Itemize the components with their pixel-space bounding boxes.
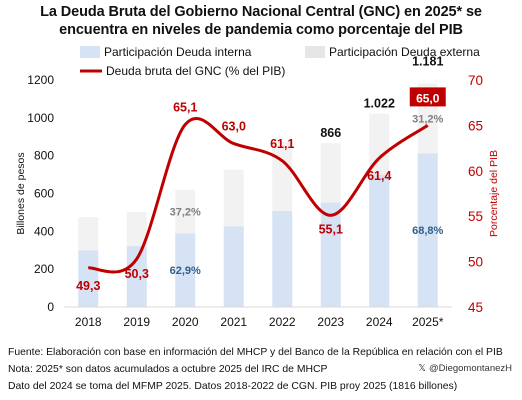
total-label: 1.022 (364, 97, 395, 111)
bar-interna (369, 174, 390, 307)
source-note: Fuente: Elaboración con base en informac… (8, 347, 503, 358)
right-axis-tick-label: 70 (468, 73, 483, 88)
share-label-interna: 68,8% (412, 225, 443, 237)
bar-interna (175, 233, 196, 307)
author-handle-text: @DiegomontanezH (428, 363, 512, 374)
legend-swatch-interna (80, 46, 100, 58)
legend-label-line: Deuda bruta del GNC (% del PIB) (106, 64, 285, 78)
bar-interna (223, 226, 244, 307)
data-note: Dato del 2024 se toma del MFMP 2025. Dat… (8, 381, 458, 392)
bar-interna (417, 153, 438, 307)
author-handle: 𝕏 @DiegomontanezH (418, 363, 512, 374)
line-data-label: 61,4 (367, 169, 391, 183)
line-data-label: 65,1 (173, 100, 197, 114)
bar-externa (320, 143, 341, 203)
bar-externa (78, 217, 99, 251)
x-axis-tick-label: 2021 (220, 315, 247, 329)
x-axis-tick-label: 2020 (172, 315, 199, 329)
left-axis-label: Billones de pesos (15, 152, 27, 234)
x-axis-tick-label: 2018 (75, 315, 102, 329)
x-axis-tick-label: 2019 (123, 315, 150, 329)
x-axis-tick-label: 2022 (269, 315, 296, 329)
x-axis-tick-label: 2025* (412, 315, 444, 329)
bar-interna (320, 202, 341, 307)
line-data-label: 65,0 (416, 91, 440, 105)
left-axis-tick-label: 0 (47, 300, 54, 314)
x-axis-tick-label: 2024 (366, 315, 393, 329)
right-axis-tick-label: 50 (468, 255, 483, 270)
right-axis-label: Porcentaje del PIB (488, 150, 500, 237)
total-label: 1.181 (412, 55, 443, 69)
chart-title-line-1: La Deuda Bruta del Gobierno Nacional Cen… (40, 4, 482, 20)
share-label-externa: 37,2% (170, 206, 201, 218)
left-axis-tick-label: 200 (34, 262, 54, 276)
line-data-label: 61,1 (270, 137, 294, 151)
bar-interna (272, 210, 293, 307)
x-axis-tick-label: 2023 (317, 315, 344, 329)
share-label-externa: 31,2% (412, 113, 443, 125)
total-label: 866 (320, 126, 341, 140)
line-data-label: 55,1 (319, 222, 343, 236)
left-axis-tick-label: 1200 (27, 73, 54, 87)
left-axis-tick-label: 1000 (27, 111, 54, 125)
x-logo-icon: 𝕏 (418, 363, 426, 374)
line-data-label: 50,3 (125, 267, 149, 281)
right-axis-tick-label: 55 (468, 209, 483, 224)
legend-label-externa: Participación Deuda externa (329, 45, 480, 59)
bar-externa (175, 189, 196, 234)
right-axis-tick-label: 60 (468, 164, 483, 179)
bar-externa (126, 212, 147, 247)
bar-interna (126, 246, 147, 307)
legend-label-interna: Participación Deuda interna (104, 45, 252, 59)
share-label-interna: 62,9% (170, 265, 201, 277)
right-axis-tick-label: 45 (468, 300, 483, 315)
period-note: Nota: 2025* son datos acumulados a octub… (8, 364, 328, 375)
line-data-label: 49,3 (76, 279, 100, 293)
line-data-label: 63,0 (222, 120, 246, 134)
right-axis-tick-label: 65 (468, 118, 483, 133)
left-axis-tick-label: 800 (34, 149, 54, 163)
left-axis-tick-label: 600 (34, 187, 54, 201)
bar-externa (369, 113, 390, 175)
line-gnc-debt (87, 116, 429, 274)
bar-externa (223, 169, 244, 227)
left-axis-tick-label: 400 (34, 224, 54, 238)
chart-title-line-2: encuentra en niveles de pandemia como po… (59, 22, 463, 38)
line-label-box (409, 87, 446, 107)
legend-swatch-externa (305, 46, 325, 58)
bar-interna (78, 250, 99, 307)
bar-externa (272, 142, 293, 211)
